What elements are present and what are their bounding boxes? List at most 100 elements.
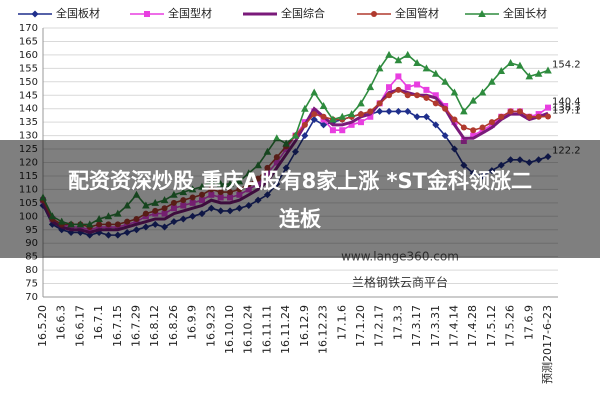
marker xyxy=(339,127,346,134)
legend-item: 全国管材 xyxy=(357,6,439,20)
legend-label: 全国型材 xyxy=(168,6,212,20)
x-tick-label: 16.7.1 xyxy=(92,305,105,340)
x-tick-label: 17.2.17 xyxy=(373,305,386,347)
watermark: 兰格钢铁云商平台 xyxy=(352,275,448,290)
marker xyxy=(395,86,402,93)
marker xyxy=(431,69,440,77)
x-tick-label: 17.5.26 xyxy=(504,305,517,347)
marker xyxy=(348,121,355,128)
marker xyxy=(404,92,411,99)
marker xyxy=(311,111,318,118)
marker xyxy=(414,92,421,99)
marker xyxy=(310,88,319,96)
marker xyxy=(404,107,412,115)
marker xyxy=(385,107,393,115)
data-label: 154.2 xyxy=(552,60,581,71)
marker xyxy=(488,119,495,126)
headline: 连板 xyxy=(279,207,322,231)
marker xyxy=(414,81,421,88)
x-tick-label: 17.5.12 xyxy=(485,305,498,347)
legend-label: 全国综合 xyxy=(281,6,325,20)
marker xyxy=(545,113,551,120)
x-tick-label: 预测2017-6-23 xyxy=(541,305,554,384)
x-tick-label: 16.8.12 xyxy=(148,305,161,347)
marker xyxy=(301,121,308,128)
x-tick-label: 16.7.15 xyxy=(111,305,124,347)
marker xyxy=(367,108,374,115)
legend-item: 全国综合 xyxy=(243,6,325,20)
marker xyxy=(506,58,515,66)
marker xyxy=(469,96,477,104)
x-tick-label: 16.11.24 xyxy=(279,305,292,354)
marker xyxy=(498,113,505,120)
marker xyxy=(320,121,328,129)
marker xyxy=(497,67,506,75)
x-tick-label: 16.11.11 xyxy=(260,305,273,354)
marker xyxy=(413,58,421,66)
legend-label: 全国管材 xyxy=(395,6,439,20)
y-tick-label: 130 xyxy=(19,131,38,142)
marker xyxy=(366,83,375,91)
y-tick-label: 170 xyxy=(19,23,38,34)
marker xyxy=(347,110,356,118)
legend-marker xyxy=(371,11,377,17)
x-tick-label: 16.12.23 xyxy=(317,305,330,354)
marker xyxy=(488,77,496,85)
marker xyxy=(367,113,374,120)
marker xyxy=(413,113,421,121)
marker xyxy=(534,69,543,77)
y-tick-label: 140 xyxy=(19,104,38,115)
x-tick-label: 16.5.20 xyxy=(36,305,49,347)
marker xyxy=(460,124,467,131)
marker xyxy=(442,105,449,112)
x-tick-label: 17.3.17 xyxy=(410,305,423,347)
marker xyxy=(320,113,327,120)
x-tick-label: 16.7.29 xyxy=(130,305,143,347)
marker xyxy=(272,134,281,142)
marker xyxy=(301,132,309,140)
x-tick-label: 16.9.9 xyxy=(186,305,199,340)
marker xyxy=(310,115,318,123)
x-tick-label: 16.10.10 xyxy=(223,305,236,354)
y-tick-label: 80 xyxy=(25,265,38,276)
x-tick-label: 16.10.24 xyxy=(242,305,255,354)
marker xyxy=(479,124,486,131)
marker xyxy=(291,131,300,139)
marker xyxy=(432,92,439,99)
legend-label: 全国长材 xyxy=(503,6,547,20)
marker xyxy=(375,64,384,72)
x-tick-label: 17.6.9 xyxy=(522,305,535,340)
y-tick-label: 155 xyxy=(19,63,38,74)
marker xyxy=(422,64,431,72)
legend-item: 全国型材 xyxy=(130,6,212,20)
legend-marker xyxy=(144,11,150,17)
marker xyxy=(478,88,487,96)
marker xyxy=(526,113,533,120)
marker xyxy=(357,119,364,126)
x-tick-label: 17.4.14 xyxy=(447,305,460,347)
x-tick-label: 16.12.9 xyxy=(298,305,311,347)
data-label: 137.1 xyxy=(552,106,581,117)
marker xyxy=(329,127,336,134)
marker xyxy=(403,50,412,58)
marker xyxy=(460,107,468,115)
marker xyxy=(376,107,384,115)
marker xyxy=(329,115,337,123)
x-tick-label: 17.4.28 xyxy=(466,305,479,347)
marker xyxy=(423,86,430,93)
x-tick-label: 16.6.17 xyxy=(73,305,86,347)
marker xyxy=(544,66,552,74)
x-tick-label: 16.8.26 xyxy=(167,305,180,347)
y-tick-label: 145 xyxy=(19,90,38,101)
marker xyxy=(319,102,328,110)
y-tick-label: 165 xyxy=(19,36,38,47)
marker xyxy=(470,132,477,139)
x-tick-label: 17.1.6 xyxy=(335,305,348,340)
marker xyxy=(357,99,365,107)
x-tick-label: 16.6.3 xyxy=(55,305,68,340)
marker xyxy=(507,108,514,115)
marker xyxy=(394,56,403,64)
marker xyxy=(545,104,551,111)
legend-marker xyxy=(31,10,39,18)
